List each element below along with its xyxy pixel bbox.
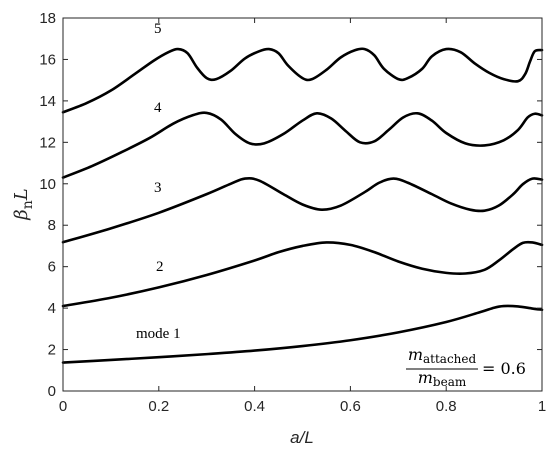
y-tick-label: 2 (48, 342, 56, 359)
y-tick-label: 16 (39, 51, 56, 68)
mode-5-label: 5 (154, 21, 162, 37)
ratio-denominator-subscript: beam (433, 375, 467, 389)
x-tick-label: 0.4 (244, 398, 265, 415)
mass-ratio-annotation: mattached mbeam = 0.6 (406, 345, 526, 389)
ratio-denominator-symbol: m (418, 368, 433, 387)
mode-2-curve (61, 240, 544, 308)
y-tick-label: 0 (48, 383, 56, 400)
y-axis-title-tail: L (11, 188, 32, 201)
mode-2-label: 2 (156, 259, 164, 275)
ratio-numerator: mattached (408, 345, 477, 366)
x-axis: 0 0.2 0.4 0.6 0.8 1 (59, 18, 546, 415)
x-axis-title: a/L (290, 428, 314, 447)
y-tick-label: 8 (48, 217, 56, 234)
ratio-value: = 0.6 (482, 359, 526, 378)
mode-3-label: 3 (154, 180, 162, 196)
y-axis-title: βnL (11, 188, 36, 220)
mode-4-label: 4 (154, 100, 162, 116)
mode-1-curve (61, 304, 544, 364)
y-tick-label: 6 (48, 259, 56, 276)
y-tick-label: 18 (39, 10, 56, 27)
y-tick-label: 10 (39, 176, 56, 193)
mode-5-curve (61, 47, 544, 114)
y-axis-title-main: β (11, 209, 32, 220)
y-axis: 0 2 4 6 8 10 12 14 16 18 (39, 10, 542, 400)
x-tick-label: 0.2 (148, 398, 169, 415)
y-tick-label: 12 (39, 134, 56, 151)
x-tick-label: 0.6 (340, 398, 361, 415)
mode-1-label: mode 1 (136, 326, 181, 342)
ratio-denominator: mbeam (418, 368, 467, 389)
mode-3-curve (61, 177, 544, 244)
x-tick-label: 0 (59, 398, 67, 415)
plot-frame (62, 17, 543, 392)
x-tick-label: 0.8 (436, 398, 457, 415)
ratio-numerator-subscript: attached (423, 352, 477, 366)
curve-labels: mode 1 2 3 4 5 (136, 21, 181, 342)
plot-curves (61, 47, 544, 364)
mode-4-curve (61, 111, 544, 179)
ratio-numerator-symbol: m (408, 345, 423, 364)
y-axis-title-sub: n (20, 200, 36, 209)
y-tick-label: 14 (39, 93, 56, 110)
y-tick-label: 4 (48, 300, 56, 317)
x-tick-label: 1 (538, 398, 546, 415)
